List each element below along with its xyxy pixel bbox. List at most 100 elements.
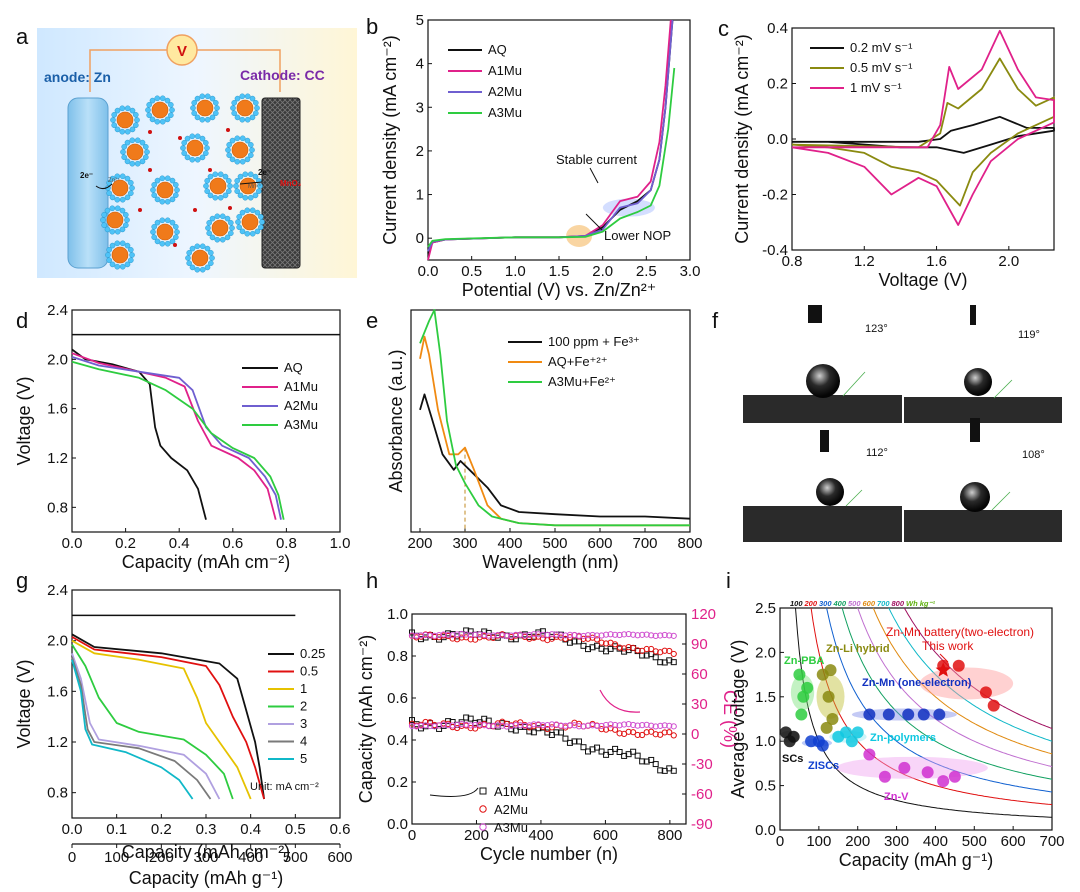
y2-tick-label-h: 60 — [691, 666, 708, 683]
data-point-i-Zn-Mn (one-electron) — [933, 708, 946, 721]
data-point-h-series-A3Mu — [602, 721, 610, 729]
data-point-i-SCs — [787, 730, 800, 743]
x-tick-label-i: 300 — [884, 833, 909, 850]
y-tick-label-g: 2.0 — [47, 633, 68, 650]
data-point-i-Zn-PBA — [795, 708, 808, 721]
data-point-h-series-A3Mu — [408, 722, 416, 730]
electron-label-anode: 2e⁻ — [80, 171, 93, 180]
data-point-i-Zn-Mn (one-electron) — [882, 708, 895, 721]
data-point-h-series-A1Mu — [652, 761, 659, 768]
y-tick-label-c: 0.4 — [767, 20, 788, 37]
data-point-h-series-A2Mu — [661, 729, 668, 736]
x-axis-label-b: Potential (V) vs. Zn/Zn²⁺ — [462, 280, 657, 300]
data-point-h-series-A1Mu — [575, 738, 582, 745]
data-point-h-series-A3Mu — [634, 722, 641, 729]
data-point-h-series-A3Mu — [472, 631, 479, 638]
legend-label-c: 0.2 mV s⁻¹ — [850, 40, 913, 55]
annotation-arrow-stable — [589, 167, 599, 184]
data-point-h-series-A3Mu — [584, 722, 592, 729]
data-point-h-series-A3Mu — [535, 631, 542, 638]
energy-density-curve — [826, 607, 1053, 793]
y-tick-label-c: -0.4 — [762, 242, 788, 259]
y-tick-label-d: 1.6 — [47, 401, 68, 418]
mno2-label: MnO₂ — [280, 179, 302, 188]
micelle — [205, 213, 235, 243]
data-point-h-series-A2Mu — [634, 731, 641, 739]
x-tick-label-g: 0.2 — [151, 821, 172, 838]
data-point-h-series-A3Mu — [621, 631, 628, 638]
data-point-h-series-A3Mu — [426, 632, 434, 639]
plot-frame-b — [427, 19, 691, 261]
data-point-i-Zn-Mn (one-electron) — [902, 708, 915, 721]
y-axis-label-h: Capacity (mAh cm⁻²) — [356, 635, 376, 804]
x-axis-label-c: Voltage (V) — [878, 270, 967, 290]
energy-label: 500 — [848, 599, 861, 608]
data-point-h-series-A3Mu — [445, 631, 452, 639]
electron-label-cathode: 2e⁻ — [258, 168, 271, 177]
y-axis-label-c: Current density (mA cm⁻²) — [732, 34, 752, 244]
data-point-h-series-A3Mu — [657, 722, 664, 730]
legend-label-c: 1 mV s⁻¹ — [850, 80, 902, 95]
series-line-b-A2Mu — [427, 19, 674, 252]
data-point-i-Zn-Li hybrid — [826, 713, 839, 725]
y-tick-label-g: 0.8 — [47, 785, 68, 802]
data-point-h-series-A3Mu — [657, 632, 664, 639]
data-point-h-series-A1Mu — [580, 744, 587, 751]
data-point-h-series-A2Mu — [616, 730, 623, 737]
data-point-h-series-A3Mu — [571, 722, 578, 729]
data-point-h-series-A3Mu — [593, 632, 601, 639]
data-point-i-Zn-Mn battery(two-electron) — [952, 659, 965, 672]
data-point-h-series-A3Mu — [476, 721, 483, 728]
data-point-h-series-A3Mu — [413, 723, 420, 730]
x2-tick-label-g: 200 — [149, 849, 174, 866]
x-tick-label-b: 1.5 — [549, 263, 570, 280]
x-tick-label-e: 800 — [677, 535, 702, 552]
y2-tick-label-h: 0 — [691, 726, 699, 743]
y-tick-label-g: 1.6 — [47, 683, 68, 700]
data-point-h-series-A3Mu — [539, 631, 546, 639]
data-point-h-series-A3Mu — [548, 631, 556, 638]
series-line-c-0.5 mV s⁻¹ — [791, 57, 1055, 207]
x2-axis-label-g: Capacity (mAh g⁻¹) — [129, 868, 284, 888]
plot-frame-h — [411, 613, 687, 825]
data-point-this-work-star — [935, 662, 951, 677]
data-point-h-series-A3Mu — [472, 721, 479, 729]
group-label-SCs: SCs — [782, 753, 803, 765]
data-point-h-series-A1Mu — [612, 745, 619, 752]
legend-label-d: AQ — [284, 360, 303, 375]
data-point-h-series-A3Mu — [670, 723, 677, 730]
data-point-h-series-A3Mu — [508, 722, 515, 730]
data-point-h-series-A3Mu — [607, 631, 614, 638]
data-point-i-Zn-Li hybrid — [822, 690, 835, 703]
data-point-h-series-A3Mu — [535, 721, 542, 728]
x-tick-label-c: 1.2 — [854, 253, 875, 270]
legend-label-c: 0.5 mV s⁻¹ — [850, 60, 913, 75]
contact-angle-image-3 — [743, 430, 903, 542]
data-point-h-series-A3Mu — [607, 721, 614, 728]
data-point-h-series-A1Mu — [616, 748, 623, 755]
x-axis-label-e: Wavelength (nm) — [482, 552, 618, 572]
y-tick-label-b: 5 — [416, 12, 424, 29]
legend-swatch-h — [479, 787, 487, 795]
micelle — [203, 171, 233, 201]
y-tick-label-h: 1.0 — [387, 606, 408, 623]
legend-label-h: A2Mu — [494, 802, 528, 817]
data-point-h-series-A3Mu — [458, 630, 465, 638]
energy-label: 700 — [877, 599, 890, 608]
energy-density-curve — [857, 607, 1053, 768]
series-line-d-A2Mu — [71, 356, 282, 520]
data-point-h-series-A1Mu — [467, 715, 474, 722]
series-line-c-1 mV s⁻¹ — [791, 29, 1055, 226]
data-point-h-series-A1Mu — [630, 748, 637, 755]
y2-tick-label-h: 90 — [691, 636, 708, 653]
ion-particle — [226, 128, 230, 132]
data-point-i-Zn-polymers — [840, 726, 853, 739]
data-point-h-series-A3Mu — [544, 631, 551, 638]
micelle — [230, 93, 260, 123]
data-point-h-series-A1Mu — [594, 642, 601, 649]
data-point-h-series-A3Mu — [499, 722, 506, 729]
data-point-h-series-A1Mu — [670, 767, 677, 774]
x-tick-label-i: 500 — [962, 833, 987, 850]
y2-tick-label-h: 120 — [691, 606, 716, 623]
